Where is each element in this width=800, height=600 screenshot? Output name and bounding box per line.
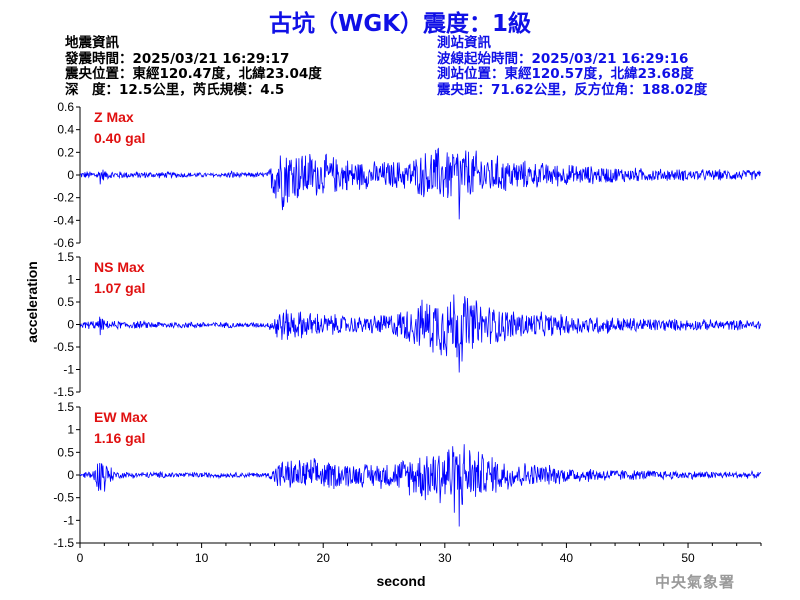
earthquake-info-header: 地震資訊 xyxy=(65,35,119,51)
x-axis-title: second xyxy=(376,573,425,589)
epicenter-position: 震央位置：東經120.47度，北緯23.04度 xyxy=(65,66,322,82)
y-tick-label: -0.4 xyxy=(53,213,74,227)
y-tick-label: -1.5 xyxy=(53,536,74,550)
y-tick-label: -0.5 xyxy=(53,340,74,354)
max-value: 0.40 gal xyxy=(94,130,145,146)
waveform-ns xyxy=(79,294,762,373)
x-tick-label: 50 xyxy=(681,551,695,565)
y-tick-label: 0.5 xyxy=(57,295,74,309)
y-tick-label: -1 xyxy=(63,363,74,377)
y-tick-label: 1 xyxy=(67,423,74,437)
y-tick-label: 0 xyxy=(67,468,74,482)
station-position: 測站位置：東經120.57度，北緯23.68度 xyxy=(437,66,694,82)
y-tick-label: 0.2 xyxy=(57,145,74,159)
page-title: 古坑（WGK）震度：1級 xyxy=(268,11,532,37)
y-axis-title: acceleration xyxy=(24,261,40,343)
station-info-header: 測站資訊 xyxy=(437,35,491,51)
max-value: 1.16 gal xyxy=(94,430,145,446)
x-tick-label: 40 xyxy=(560,551,574,565)
y-tick-label: 0 xyxy=(67,318,74,332)
max-label: Z Max xyxy=(94,109,134,125)
x-tick-label: 10 xyxy=(195,551,209,565)
waveform-ew xyxy=(79,444,762,527)
max-label: EW Max xyxy=(94,409,148,425)
y-tick-label: 0.4 xyxy=(57,123,74,137)
y-tick-label: 1.5 xyxy=(57,400,74,414)
y-tick-label: 1.5 xyxy=(57,250,74,264)
max-value: 1.07 gal xyxy=(94,280,145,296)
depth-magnitude: 深 度：12.5公里，芮氏規模：4.5 xyxy=(65,81,285,98)
distance-azimuth: 震央距：71.62公里，反方位角：188.02度 xyxy=(437,81,708,98)
x-axis: 0 10 20 30 40 50 xyxy=(77,542,762,565)
y-tick-label: 1 xyxy=(67,273,74,287)
agency-watermark: 中央氣象署 xyxy=(655,573,736,591)
x-tick-label: 20 xyxy=(317,551,331,565)
waveform-z xyxy=(79,147,762,220)
y-tick-label: 0 xyxy=(67,168,74,182)
wave-start-time: 波線起始時間：2025/03/21 16:29:16 xyxy=(437,50,689,67)
y-tick-label: 0.6 xyxy=(57,100,74,114)
station-info: 測站資訊 波線起始時間：2025/03/21 16:29:16 測站位置：東經1… xyxy=(437,35,708,98)
earthquake-info: 地震資訊 發震時間：2025/03/21 16:29:17 震央位置：東經120… xyxy=(65,35,322,98)
y-tick-label: -0.2 xyxy=(53,191,74,205)
max-label: NS Max xyxy=(94,259,145,275)
panel-ew: 1.5 1 0.5 0 -0.5 -1 -1.5 EW Max 1.16 gal xyxy=(53,400,762,550)
x-tick-label: 0 xyxy=(77,551,84,565)
x-tick-label: 30 xyxy=(438,551,452,565)
y-tick-label: -0.5 xyxy=(53,491,74,505)
y-tick-label: -1.5 xyxy=(53,385,74,399)
chart-panels: 0.6 0.4 0.2 0 -0.2 -0.4 -0.6 Z Max 0.40 gal 1.5 1 0… xyxy=(53,100,762,550)
y-tick-label: -0.6 xyxy=(53,236,74,250)
origin-time: 發震時間：2025/03/21 16:29:17 xyxy=(65,50,290,67)
panel-ns: 1.5 1 0.5 0 -0.5 -1 -1.5 NS Max 1.07 gal xyxy=(53,250,762,399)
y-tick-label: 0.5 xyxy=(57,445,74,459)
panel-z: 0.6 0.4 0.2 0 -0.2 -0.4 -0.6 Z Max 0.40 gal xyxy=(53,100,762,250)
y-tick-label: -1 xyxy=(63,513,74,527)
